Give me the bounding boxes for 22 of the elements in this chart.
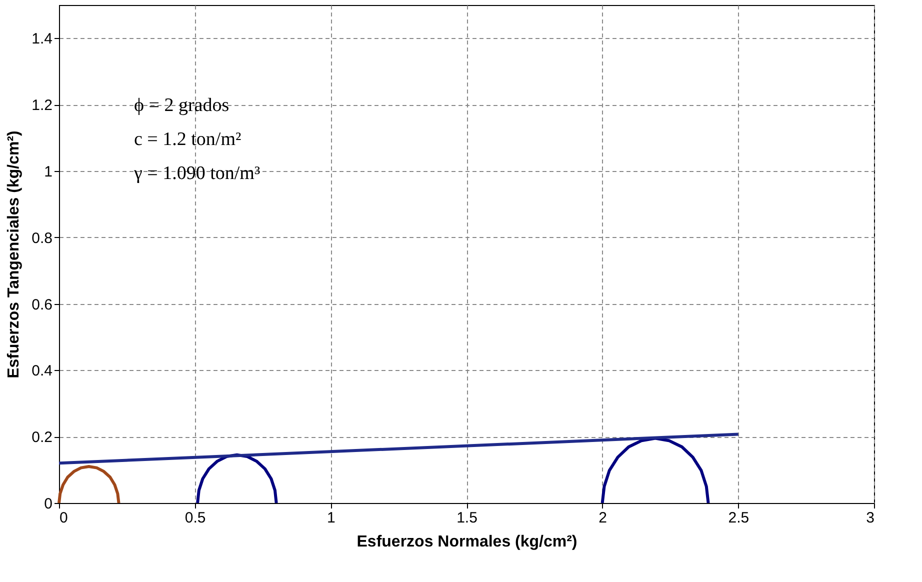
x-tick-label: 3 <box>866 510 874 526</box>
y-tick-label: 0.2 <box>32 429 52 446</box>
x-tick-label: 0 <box>60 510 68 526</box>
annotation: c = 1.2 ton/m² <box>134 129 242 150</box>
y-axis-title: Esfuerzos Tangenciales (kg/cm²) <box>6 130 23 378</box>
line-series <box>600 436 710 504</box>
line-series <box>58 464 120 504</box>
x-tick-label: 2 <box>598 510 608 526</box>
annotation: γ = 1.090 ton/m³ <box>133 163 260 184</box>
annotation: ϕ = 2 grados <box>134 95 230 116</box>
x-axis-title: Esfuerzos Normales (kg/cm²) <box>356 534 578 550</box>
y-tick-label: 0.8 <box>32 230 52 247</box>
y-tick-label: 1 <box>44 164 52 180</box>
y-tick-label: 1.4 <box>32 30 52 48</box>
y-tick-label: 0.6 <box>32 296 52 314</box>
y-tick-label: 0 <box>44 496 52 512</box>
y-tick-label: 0.4 <box>32 362 52 380</box>
y-tick-label: 1.2 <box>32 97 52 114</box>
x-tick-label: 0.5 <box>184 510 206 526</box>
x-tick-label: 1.5 <box>456 510 478 526</box>
x-tick-label: 1 <box>326 510 336 526</box>
x-tick-label: 2.5 <box>728 510 750 526</box>
